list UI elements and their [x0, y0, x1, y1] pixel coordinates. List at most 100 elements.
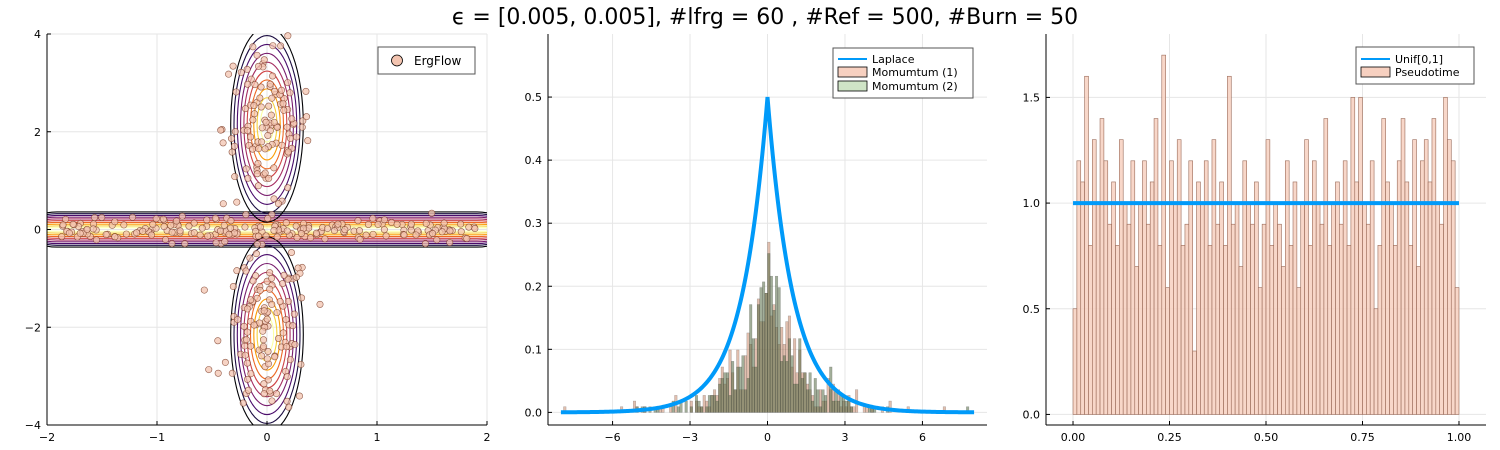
scatter-point: [241, 223, 249, 231]
scatter-point: [167, 221, 175, 229]
pseudotime-bar: [1223, 245, 1228, 415]
pseudotime-bar: [1230, 223, 1236, 415]
scatter-point: [212, 239, 220, 247]
scatter-point: [471, 225, 479, 233]
pseudotime-bar: [1319, 223, 1325, 415]
scatter-point: [59, 221, 67, 229]
pseudotime-bar: [1339, 223, 1344, 415]
x-tick-label: 3: [841, 431, 848, 444]
scatter-point: [268, 94, 276, 102]
x-tick-label: 1.00: [1447, 431, 1472, 444]
scatter-point: [240, 322, 248, 330]
scatter-point: [283, 343, 291, 351]
scatter-point: [292, 222, 300, 230]
scatter-point: [334, 220, 342, 228]
scatter-point: [200, 286, 208, 294]
momentum-bar: [787, 338, 791, 413]
pseudotime-bar: [1342, 160, 1348, 415]
momentum-bar: [715, 400, 719, 413]
legend-pseudotime-label: Pseudotime: [1395, 66, 1460, 79]
pseudotime-bar: [1412, 139, 1417, 415]
momentum-bar: [764, 292, 768, 413]
scatter-point: [229, 283, 237, 291]
scatter-point: [266, 387, 274, 395]
pseudotime-bar: [1142, 160, 1147, 415]
scatter-point: [256, 286, 264, 294]
scatter-point: [173, 217, 181, 225]
scatter-point: [102, 231, 110, 239]
legend-unif-label: Unif[0,1]: [1395, 53, 1443, 66]
momentum-bar: [821, 389, 825, 413]
pseudotime-bar: [1107, 223, 1112, 415]
scatter-point: [266, 285, 274, 293]
pseudotime-bar: [1377, 245, 1383, 415]
pseudotime-bar: [1176, 139, 1182, 415]
scatter-point: [298, 294, 306, 302]
scatter-point: [261, 169, 269, 177]
momentum-bar: [849, 406, 853, 413]
momentum-bar: [782, 355, 786, 413]
scatter-point: [270, 195, 278, 203]
scatter-point: [227, 217, 235, 225]
momentum-bar: [733, 389, 737, 413]
legend-ergflow-marker: [391, 54, 403, 67]
scatter-point: [270, 164, 278, 172]
scatter-point: [241, 342, 249, 350]
pseudotime-bar: [1362, 202, 1367, 415]
scatter-point: [364, 220, 372, 228]
ergflow-points: [58, 32, 479, 411]
y-tick-label: 1.0: [1023, 197, 1041, 210]
scatter-point: [446, 239, 454, 247]
pseudotime-bar: [1393, 245, 1398, 415]
y-tick-label: 0: [34, 224, 41, 237]
contour-lobe: [253, 88, 281, 161]
scatter-point: [253, 240, 261, 248]
pseudotime-bar: [1261, 223, 1267, 415]
pseudotime-bar: [1358, 97, 1363, 415]
scatter-point: [231, 128, 239, 136]
y-tick-label: 0.0: [1023, 408, 1041, 421]
scatter-point: [203, 216, 211, 224]
pseudotime-bar: [1447, 139, 1452, 415]
pseudotime-bar: [1300, 202, 1305, 415]
pseudotime-bar: [1080, 181, 1085, 415]
momentum-bar: [831, 400, 835, 413]
pseudotime-bar: [1138, 202, 1143, 415]
legend-momentum1-label: Momumtum (1): [872, 66, 958, 79]
contour-lobe: [233, 35, 301, 214]
scatter-point: [277, 42, 285, 50]
laplace-curve: [560, 96, 975, 415]
momentum-bar: [751, 338, 755, 413]
scatter-point: [176, 227, 184, 235]
scatter-point: [407, 226, 415, 234]
scatter-point: [284, 32, 292, 40]
scatter-point: [260, 56, 268, 64]
scatter-point: [231, 173, 239, 181]
momentum-bar: [689, 406, 693, 413]
scatter-point: [246, 254, 254, 262]
scatter-point: [247, 342, 255, 350]
pseudotime-bar: [1346, 245, 1352, 415]
pseudotime-histogram-panel: 0.00 0.25 0.50 0.75 1.00 0.0 0.5 1.0 1.5 Unif[0,…: [1023, 34, 1486, 444]
x-tick-label: 0.00: [1061, 431, 1086, 444]
pseudotime-bar: [1288, 245, 1294, 415]
scatter-point: [258, 138, 266, 146]
pseudotime-bar: [1323, 118, 1329, 415]
y-tick-label: 0.5: [1023, 303, 1041, 316]
scatter-point: [225, 70, 233, 78]
momentum-bar: [700, 406, 704, 413]
pseudotime-bar: [1115, 245, 1120, 415]
momentum-bar: [710, 395, 714, 413]
scatter-point: [214, 369, 222, 377]
pseudotime-bar: [1173, 202, 1178, 415]
pseudotime-bar: [1335, 181, 1340, 415]
contour-lobe: [236, 254, 298, 416]
scatter-point: [264, 348, 272, 356]
scatter-point: [422, 219, 430, 227]
scatter-point: [265, 174, 273, 182]
pseudotime-bar: [1103, 160, 1109, 415]
scatter-point: [159, 215, 167, 223]
pseudotime-bar: [1207, 245, 1213, 415]
